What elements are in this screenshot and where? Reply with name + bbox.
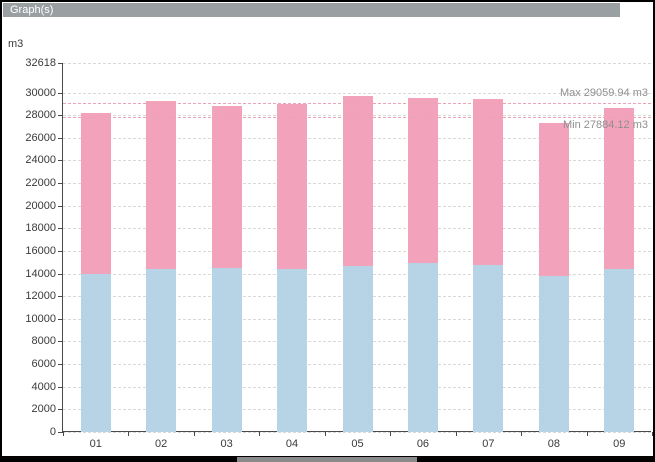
y-tick-label: 0	[49, 426, 56, 438]
bar-segment-upper-segment[interactable]	[473, 99, 504, 266]
y-tick-label: 28000	[25, 109, 56, 122]
y-tick-label: 18000	[25, 222, 56, 235]
x-tick-label: 05	[351, 438, 364, 450]
gridline	[63, 63, 651, 64]
graph-canvas: Graph(s) m3 0 2000 4000 6000 8000 10000 12000 1…	[2, 2, 653, 456]
x-tick-label: 03	[220, 438, 233, 450]
y-tick-label: 14000	[25, 267, 56, 280]
panel-titlebar: Graph(s)	[3, 3, 620, 17]
y-tick-label: 32618	[25, 57, 56, 69]
x-tick-label: 07	[482, 438, 495, 450]
y-tick-label: 10000	[25, 312, 56, 325]
y-axis-tick	[58, 296, 63, 298]
x-axis-tick	[324, 432, 326, 436]
y-tick-label: 6000	[31, 358, 56, 371]
panel-title: Graph(s)	[10, 4, 54, 16]
y-axis-tick	[58, 386, 63, 388]
y-tick-label: 24000	[25, 154, 56, 167]
y-axis-tick	[58, 137, 63, 139]
bar-segment-upper-segment[interactable]	[80, 112, 111, 275]
y-axis-tick	[58, 160, 63, 162]
x-axis-tick	[390, 432, 392, 436]
bar-segment-lower-segment[interactable]	[473, 265, 504, 432]
y-tick-label: 26000	[25, 131, 56, 144]
y-tick-label: 30000	[25, 86, 56, 99]
y-axis-tick	[58, 273, 63, 275]
bar-segment-lower-segment[interactable]	[407, 263, 438, 432]
y-axis-tick	[58, 364, 63, 366]
y-axis-tick	[58, 250, 63, 252]
bar-segment-lower-segment[interactable]	[80, 274, 111, 432]
annotation-label: Max 29059.94 m3	[559, 87, 648, 100]
gridline	[63, 432, 651, 433]
bar-segment-lower-segment[interactable]	[277, 268, 308, 432]
x-axis-tick	[586, 432, 588, 436]
y-tick-label: 2000	[31, 403, 56, 416]
bar-segment-lower-segment[interactable]	[146, 269, 177, 432]
y-axis-tick	[58, 183, 63, 185]
bar-segment-lower-segment[interactable]	[342, 265, 373, 432]
x-tick-label: 08	[547, 438, 560, 450]
y-axis-tick	[58, 432, 63, 433]
bar-segment-upper-segment[interactable]	[277, 104, 308, 269]
x-axis-tick	[63, 432, 64, 436]
x-axis-tick	[128, 432, 130, 436]
x-tick-label: 01	[89, 438, 102, 450]
y-axis-tick	[58, 409, 63, 411]
horizontal-scrollbar-thumb[interactable]	[237, 457, 417, 462]
y-axis-tick	[58, 115, 63, 117]
y-axis-tick	[58, 228, 63, 230]
bar-segment-lower-segment[interactable]	[538, 275, 569, 432]
y-axis-tick	[58, 341, 63, 343]
bar-segment-upper-segment[interactable]	[407, 97, 438, 264]
x-tick-label: 06	[416, 438, 430, 450]
bar-segment-upper-segment[interactable]	[538, 123, 569, 276]
x-axis-tick	[455, 432, 457, 436]
y-axis-tick	[58, 318, 63, 320]
y-tick-label: 20000	[25, 199, 56, 212]
bar-segment-lower-segment[interactable]	[604, 268, 635, 432]
plot-area: 0 2000 4000 6000 8000 10000 12000 14000 16000 180…	[25, 57, 653, 450]
y-tick-label: 4000	[31, 380, 56, 393]
y-axis-tick	[58, 205, 63, 207]
x-axis-tick	[193, 432, 195, 436]
bar-segment-upper-segment[interactable]	[211, 105, 242, 268]
annotation-label: Min 27884.12 m3	[563, 118, 648, 131]
x-axis-tick	[259, 432, 261, 436]
y-tick-label: 22000	[25, 177, 56, 190]
annotation-line	[63, 116, 651, 118]
bar-segment-upper-segment[interactable]	[604, 108, 635, 269]
y-tick-label: 8000	[31, 335, 56, 348]
x-tick-label: 09	[613, 438, 626, 450]
x-tick-label: 02	[155, 438, 168, 450]
y-axis-unit-label: m3	[8, 38, 24, 50]
y-tick-label: 12000	[25, 290, 56, 303]
y-tick-label: 16000	[25, 244, 56, 257]
annotation-line	[63, 103, 651, 105]
gridline	[63, 92, 651, 94]
bar-segment-lower-segment[interactable]	[211, 267, 242, 432]
bar-segment-upper-segment[interactable]	[342, 95, 373, 266]
bottom-border	[0, 456, 655, 462]
y-axis-tick	[58, 63, 63, 64]
x-axis-tick	[521, 432, 523, 436]
x-tick-label: 04	[285, 438, 299, 450]
y-axis-tick	[58, 92, 63, 94]
x-axis-tick	[652, 432, 653, 436]
bar-segment-upper-segment[interactable]	[146, 100, 177, 270]
